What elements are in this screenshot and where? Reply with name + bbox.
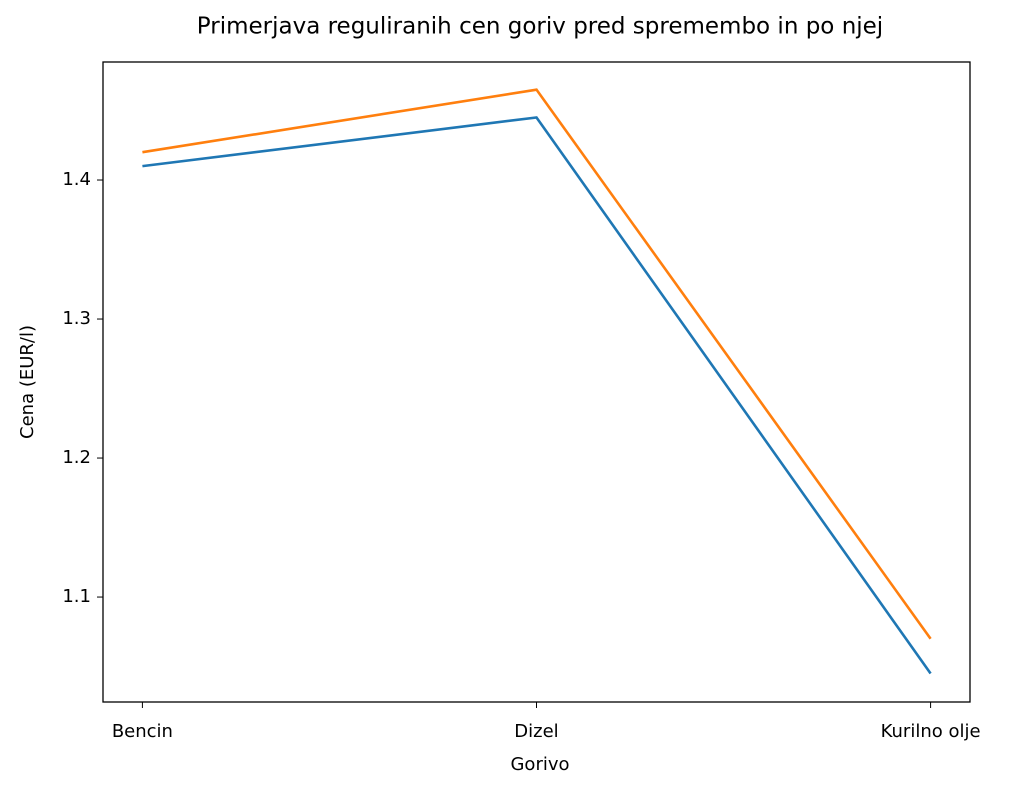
x-tick-label: Bencin xyxy=(112,721,173,742)
x-axis-label: Gorivo xyxy=(510,754,569,775)
x-tick-label: Kurilno olje xyxy=(881,721,981,742)
plot-frame xyxy=(102,61,971,703)
line-series xyxy=(142,116,932,675)
line-series xyxy=(142,88,932,640)
y-tick-label: 1.3 xyxy=(62,308,91,329)
y-tick-label: 1.2 xyxy=(62,447,91,468)
y-tick-label: 1.4 xyxy=(62,169,91,190)
x-tick-label: Dizel xyxy=(514,721,558,742)
chart-title: Primerjava reguliranih cen goriv pred sp… xyxy=(197,14,883,40)
y-tick-label: 1.1 xyxy=(62,586,91,607)
y-axis-label: Cena (EUR/l) xyxy=(17,325,38,439)
